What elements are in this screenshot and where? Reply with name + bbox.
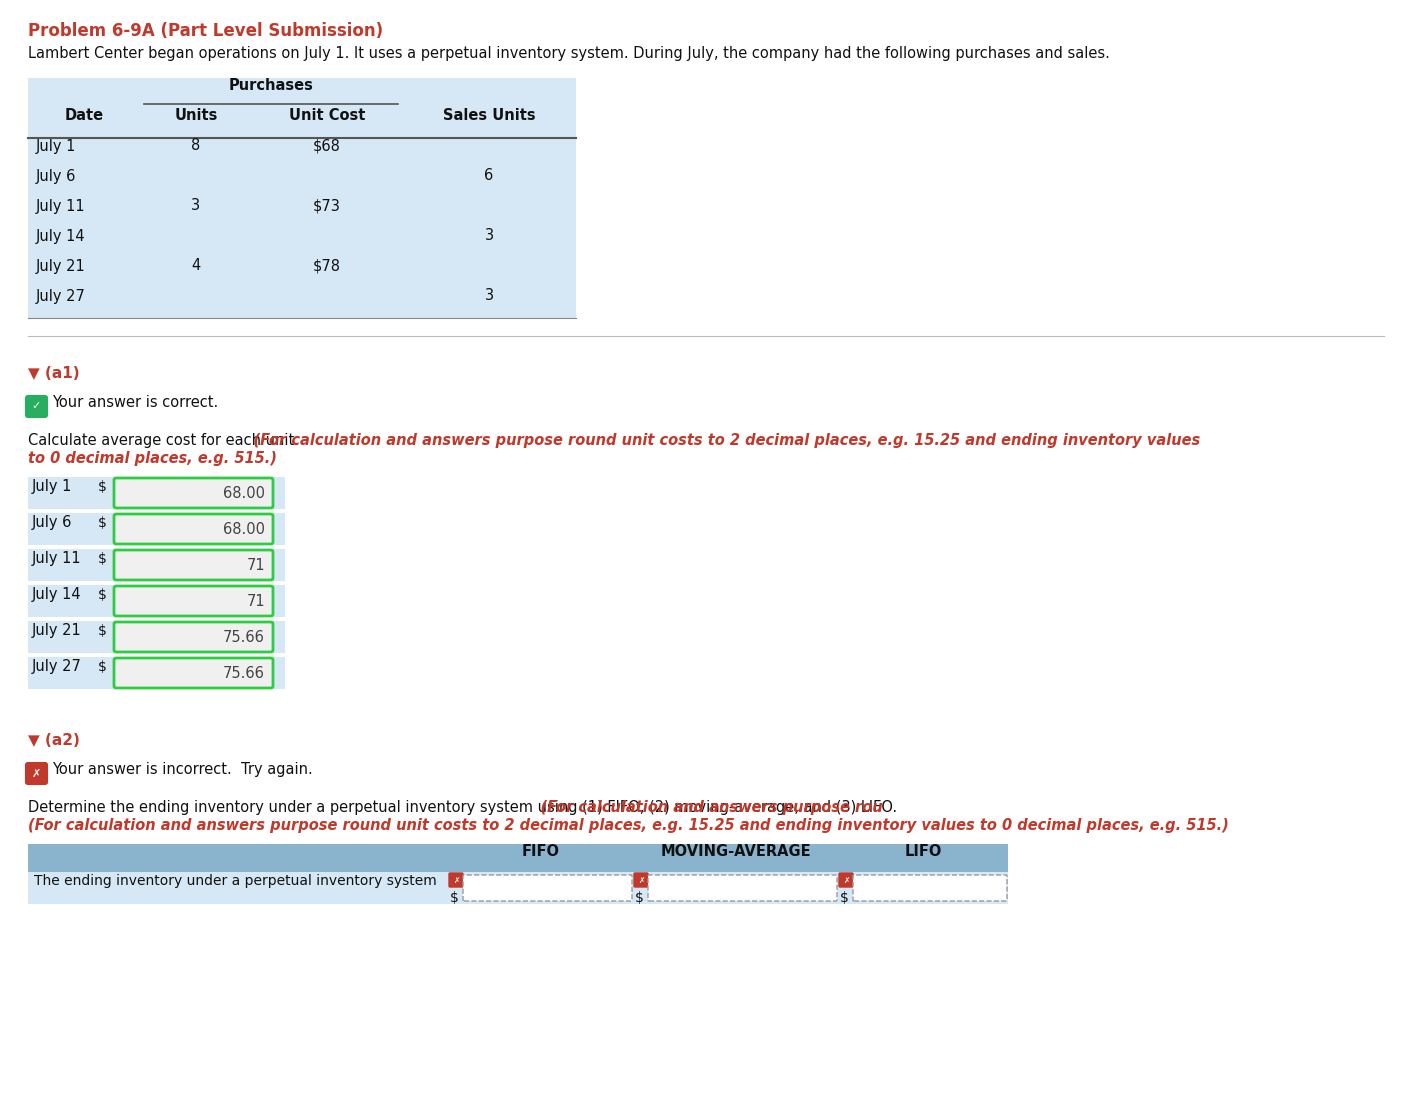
Text: MOVING-AVERAGE: MOVING-AVERAGE	[661, 844, 810, 858]
Text: Problem 6-9A (Part Level Submission): Problem 6-9A (Part Level Submission)	[28, 22, 383, 40]
Bar	[28, 79, 576, 108]
Bar	[28, 288, 576, 319]
Text: 3: 3	[484, 289, 494, 303]
Text: Sales Units: Sales Units	[443, 108, 535, 124]
Text: $: $	[97, 660, 107, 674]
Text: to 0 decimal places, e.g. 515.): to 0 decimal places, e.g. 515.)	[28, 451, 277, 466]
Bar	[28, 549, 285, 581]
FancyBboxPatch shape	[25, 396, 47, 417]
Text: 68.00: 68.00	[223, 522, 265, 536]
FancyBboxPatch shape	[114, 478, 273, 508]
Text: July 6: July 6	[32, 515, 72, 531]
Bar	[28, 657, 285, 689]
FancyBboxPatch shape	[463, 875, 633, 901]
Bar	[28, 477, 285, 509]
Text: July 27: July 27	[35, 289, 86, 303]
Text: Lambert Center began operations on July 1. It uses a perpetual inventory system.: Lambert Center began operations on July …	[28, 46, 1110, 61]
Text: July 11: July 11	[35, 198, 86, 213]
FancyBboxPatch shape	[114, 514, 273, 544]
Text: July 6: July 6	[35, 168, 76, 184]
Text: 8: 8	[192, 138, 201, 154]
Text: $78: $78	[313, 259, 342, 273]
Text: ✗: ✗	[843, 876, 849, 885]
Text: Date: Date	[65, 108, 103, 124]
Text: Determine the ending inventory under a perpetual inventory system using (1) FIFO: Determine the ending inventory under a p…	[28, 800, 902, 815]
Text: 71: 71	[246, 557, 265, 573]
Text: $: $	[97, 552, 107, 566]
Bar	[28, 844, 1008, 872]
Text: FIFO: FIFO	[521, 844, 559, 858]
Text: July 11: July 11	[32, 552, 82, 566]
Text: ✗: ✗	[638, 876, 644, 885]
Text: ▼ (a1): ▼ (a1)	[28, 366, 79, 380]
Text: $73: $73	[313, 198, 340, 213]
Bar	[28, 198, 576, 228]
Text: 3: 3	[192, 198, 201, 213]
Text: The ending inventory under a perpetual inventory system: The ending inventory under a perpetual i…	[34, 874, 436, 888]
Bar	[28, 108, 576, 138]
Text: ✗: ✗	[453, 876, 459, 885]
FancyBboxPatch shape	[114, 658, 273, 688]
FancyBboxPatch shape	[839, 873, 853, 887]
Text: July 21: July 21	[35, 259, 86, 273]
Text: 3: 3	[484, 229, 494, 243]
Text: LIFO: LIFO	[904, 844, 942, 858]
Text: July 14: July 14	[35, 229, 86, 243]
Text: ✓: ✓	[32, 401, 41, 411]
FancyBboxPatch shape	[114, 586, 273, 616]
Bar	[28, 513, 285, 545]
Text: $: $	[97, 588, 107, 602]
Bar	[28, 138, 576, 168]
Text: Your answer is incorrect.  Try again.: Your answer is incorrect. Try again.	[52, 762, 312, 778]
Text: $: $	[635, 891, 644, 905]
Bar	[28, 258, 576, 288]
Bar	[28, 228, 576, 258]
Text: 6: 6	[484, 168, 494, 184]
Text: 68.00: 68.00	[223, 486, 265, 501]
Bar	[28, 620, 285, 653]
Text: 75.66: 75.66	[223, 666, 265, 680]
Text: Units: Units	[174, 108, 217, 124]
FancyBboxPatch shape	[449, 873, 463, 887]
Text: $: $	[450, 891, 459, 905]
FancyBboxPatch shape	[114, 550, 273, 580]
Text: $: $	[97, 517, 107, 530]
Bar	[28, 585, 285, 617]
FancyBboxPatch shape	[634, 873, 648, 887]
Text: July 1: July 1	[32, 480, 72, 494]
Text: (For calculation and answers purpose rou: (For calculation and answers purpose rou	[28, 800, 882, 815]
Text: Calculate average cost for each unit.: Calculate average cost for each unit.	[28, 434, 304, 448]
Text: (For calculation and answers purpose round unit costs to 2 decimal places, e.g. : (For calculation and answers purpose rou…	[28, 434, 1200, 448]
Text: 75.66: 75.66	[223, 629, 265, 645]
Text: ✗: ✗	[32, 769, 41, 779]
FancyBboxPatch shape	[25, 763, 47, 784]
Text: $68: $68	[313, 138, 340, 154]
Text: $: $	[97, 624, 107, 638]
Text: July 21: July 21	[32, 624, 82, 638]
Bar	[28, 168, 576, 198]
Text: July 14: July 14	[32, 587, 82, 603]
Text: July 27: July 27	[32, 659, 82, 675]
FancyBboxPatch shape	[648, 875, 837, 901]
FancyBboxPatch shape	[853, 875, 1007, 901]
Text: Purchases: Purchases	[229, 79, 313, 94]
Text: Unit Cost: Unit Cost	[289, 108, 366, 124]
Text: ▼ (a2): ▼ (a2)	[28, 733, 80, 748]
Bar	[28, 872, 1008, 904]
Text: (For calculation and answers purpose round unit costs to 2 decimal places, e.g. : (For calculation and answers purpose rou…	[28, 818, 1228, 833]
FancyBboxPatch shape	[114, 622, 273, 653]
Text: 4: 4	[192, 259, 201, 273]
Text: $: $	[97, 480, 107, 494]
Text: July 1: July 1	[35, 138, 76, 154]
Text: 71: 71	[246, 594, 265, 608]
Text: Your answer is correct.: Your answer is correct.	[52, 395, 219, 410]
Text: $: $	[840, 891, 849, 905]
